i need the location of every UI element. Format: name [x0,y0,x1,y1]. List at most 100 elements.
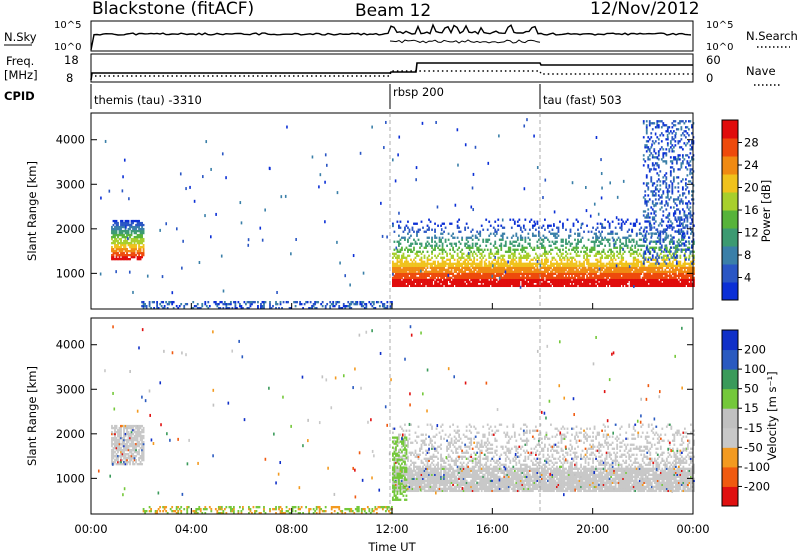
heatmap-cell [675,208,678,211]
heatmap-cell [398,254,400,257]
heatmap-cell [118,460,121,464]
heatmap-cell [686,268,689,271]
heatmap-cell [644,240,647,243]
heatmap-cell [655,246,658,249]
heatmap-cell [522,266,525,269]
heatmap-cell [601,256,603,259]
heatmap-cell [560,284,563,288]
heatmap-cell [489,250,492,253]
heatmap-cell [120,251,122,255]
heatmap-cell [657,190,660,193]
heatmap-cell [518,276,521,280]
heatmap-cell [653,210,656,213]
heatmap-cell [449,260,451,263]
heatmap-cell [494,282,497,286]
heatmap-cell [401,254,403,257]
heatmap-cell [617,278,620,282]
heatmap-cell [664,236,667,239]
heatmap-cell [581,264,584,267]
heatmap-cell [461,254,464,257]
heatmap-cell [616,246,619,249]
heatmap-cell [667,274,670,278]
heatmap-cell [395,282,397,286]
heatmap-cell [141,239,143,243]
heatmap-cell [456,282,459,286]
heatmap-cell [407,266,409,269]
heatmap-cell [593,266,596,269]
heatmap-cell [620,262,623,265]
heatmap-cell [510,282,513,286]
heatmap-cell [118,227,121,231]
heatmap-cell [686,220,689,223]
heatmap-cell [446,270,448,273]
heatmap-cell [474,272,477,275]
heatmap-cell [533,270,536,273]
heatmap-cell [562,244,564,247]
heatmap-cell [428,262,430,265]
heatmap-cell [513,284,516,288]
heatmap-cell [112,241,115,245]
heatmap-cell [659,284,662,288]
heatmap-cell [653,268,656,271]
heatmap-cell [578,274,581,278]
heatmap-cell [210,235,212,239]
heatmap-cell [542,266,545,269]
heatmap-cell [611,236,614,239]
heatmap-cell [629,268,632,271]
heatmap-cell [600,172,603,176]
heatmap-cell [275,300,277,304]
heatmap-cell [547,238,549,241]
heatmap-cell [507,256,510,259]
heatmap-cell [608,262,611,265]
heatmap-cell [593,272,596,275]
heatmap-cell [402,278,405,282]
heatmap-cell [616,268,619,271]
heatmap-cell [138,241,140,245]
heatmap-cell [444,274,447,278]
heatmap-cell [578,282,581,286]
heatmap-cell [419,284,421,288]
heatmap-cell [223,300,226,304]
heatmap-cell [689,232,692,235]
heatmap-cell [634,224,637,227]
heatmap-cell [569,244,572,247]
heatmap-cell [584,272,587,275]
heatmap-cell [141,233,143,237]
heatmap-cell [111,432,113,436]
heatmap-cell [659,222,662,225]
heatmap-cell [614,280,617,284]
heatmap-cell [654,214,657,217]
heatmap-cell [392,158,394,162]
heatmap-cell [597,212,600,216]
heatmap-cell [607,276,610,280]
heatmap-cell [622,282,625,286]
heatmap-cell [425,262,427,265]
heatmap-cell [565,284,567,288]
heatmap-cell [622,256,625,259]
heatmap-cell [660,202,663,205]
heatmap-cell [138,233,140,237]
heatmap-cell [444,280,447,284]
heatmap-cell [423,262,426,265]
heatmap-cell [259,226,262,230]
heatmap-cell [485,262,488,265]
heatmap-cell [575,242,578,245]
heatmap-cell [446,252,448,255]
heatmap-cell [407,254,409,257]
heatmap-cell [684,178,687,181]
heatmap-cell [392,260,394,263]
heatmap-cell [135,235,137,239]
heatmap-cell [608,266,611,269]
heatmap-cell [142,304,145,308]
heatmap-cell [311,306,314,310]
heatmap-cell [686,202,689,205]
heatmap-cell [599,266,602,269]
heatmap-cell [477,248,480,251]
heatmap-cell [681,178,684,181]
heatmap-cell [425,280,427,284]
heatmap-cell [133,219,136,223]
heatmap-cell [671,192,674,195]
heatmap-cell [431,238,433,241]
heatmap-cell [677,218,680,221]
heatmap-cell [580,272,582,275]
